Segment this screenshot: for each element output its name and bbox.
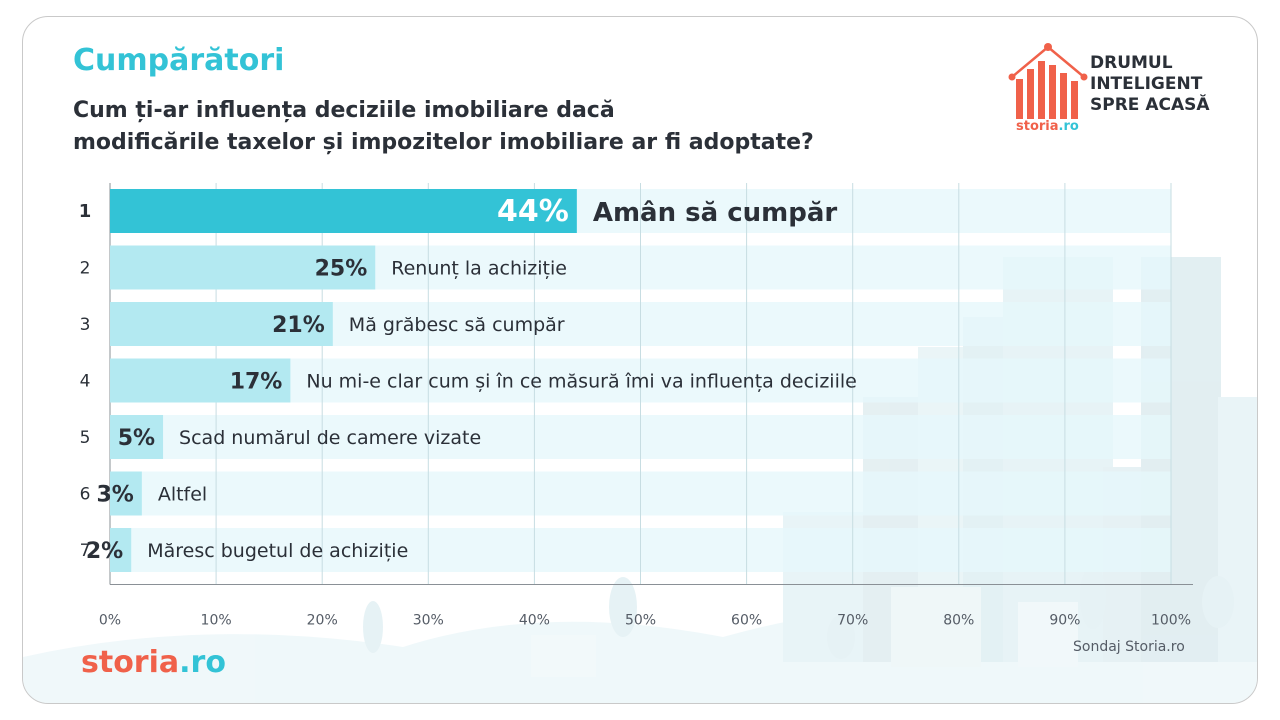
data-label: 5%	[118, 426, 155, 451]
x-tick-label: 70%	[837, 613, 868, 629]
rank-label: 2	[80, 259, 91, 279]
data-label: 21%	[272, 313, 325, 338]
rank-label: 7	[80, 541, 91, 561]
small-brand-suffix: .ro	[1058, 119, 1079, 134]
category-label: Altfel	[158, 484, 207, 506]
question-line-1: Cum ți-ar influența deciziile imobiliare…	[73, 98, 615, 123]
bar	[110, 358, 291, 403]
data-label: 25%	[315, 257, 368, 282]
bar	[110, 415, 164, 459]
x-tick-label: 40%	[519, 613, 550, 629]
rank-label: 1	[79, 201, 92, 222]
small-brand-main: storia	[1016, 119, 1059, 134]
infographic-card: Cumpărători Cum ți-ar influența deciziil…	[22, 16, 1258, 704]
data-label: 44%	[497, 194, 569, 229]
tagline-line-1: DRUMUL	[1090, 53, 1173, 73]
source-note: Sondaj Storia.ro	[1073, 639, 1185, 655]
brand-suffix: .ro	[179, 645, 226, 680]
rank-label: 3	[80, 315, 91, 335]
tagline-line-3: SPRE ACASĂ	[1090, 95, 1210, 115]
tagline-line-2: INTELIGENT	[1090, 74, 1203, 94]
category-label: Măresc bugetul de achiziție	[147, 540, 408, 562]
x-tick-label: 80%	[943, 613, 974, 629]
small-brand-wordmark: storia.ro	[1016, 119, 1079, 134]
x-tick-label: 50%	[625, 613, 656, 629]
category-label: Renunț la achiziție	[391, 258, 567, 280]
bar-chart: 1 44% Amân să cumpăr 2 25% Renunț la achiziți…	[79, 183, 1193, 629]
x-tick-label: 30%	[413, 613, 444, 629]
question-line-2: modificările taxelor și impozitelor imob…	[73, 130, 814, 155]
campaign-tagline: DRUMUL INTELIGENT SPRE ACASĂ	[1090, 53, 1210, 116]
bar	[110, 528, 132, 572]
bar	[110, 302, 333, 346]
category-label: Scad numărul de camere vizate	[179, 427, 481, 449]
section-title: Cumpărători	[73, 43, 285, 78]
x-tick-label: 20%	[307, 613, 338, 629]
bar	[110, 471, 142, 516]
bar	[110, 189, 577, 233]
x-tick-label: 10%	[201, 613, 232, 629]
x-tick-label: 0%	[99, 613, 121, 629]
house-bar-chart-icon	[1008, 43, 1088, 119]
rank-label: 5	[80, 428, 91, 448]
data-label: 2%	[86, 539, 123, 564]
category-label: Nu mi-e clar cum și în ce măsură îmi va …	[306, 371, 856, 393]
rank-label: 4	[80, 372, 91, 392]
data-label: 3%	[96, 483, 133, 508]
data-label: 17%	[230, 370, 283, 395]
x-tick-label: 60%	[731, 613, 762, 629]
rank-label: 6	[80, 485, 91, 505]
x-tick-label: 90%	[1049, 613, 1080, 629]
bar	[110, 245, 376, 290]
brand-main: storia	[81, 645, 180, 680]
category-label: Amân să cumpăr	[593, 198, 838, 228]
category-label: Mă grăbesc să cumpăr	[349, 314, 565, 336]
brand-wordmark: storia.ro	[81, 645, 226, 680]
survey-question: Cum ți-ar influența deciziile imobiliare…	[73, 95, 973, 159]
x-tick-label: 100%	[1151, 613, 1191, 629]
campaign-logo: DRUMUL INTELIGENT SPRE ACASĂ storia.ro	[1008, 41, 1228, 141]
